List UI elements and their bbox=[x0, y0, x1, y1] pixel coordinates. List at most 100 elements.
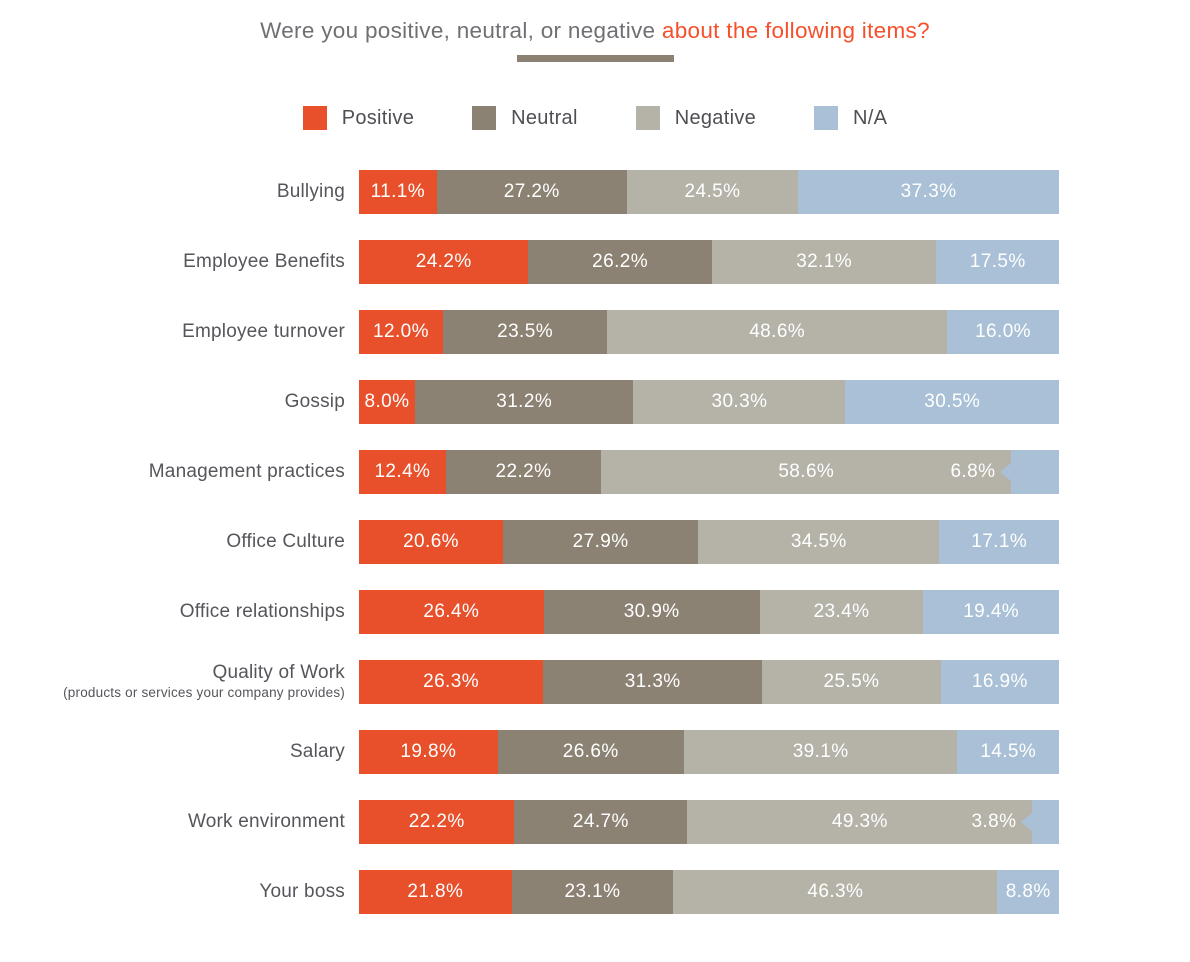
segment-neutral: 30.9% bbox=[543, 590, 760, 634]
chart-row: Employee turnover 12.0% 23.5% 48.6% 16.0% bbox=[0, 310, 1190, 354]
segment-value-neutral: 31.3% bbox=[624, 671, 681, 692]
segment-na: 17.1% bbox=[939, 520, 1059, 564]
category-label: Gossip bbox=[0, 391, 359, 413]
category-label-text: Your boss bbox=[259, 881, 345, 903]
chart-row: Salary 19.8% 26.6% 39.1% 14.5% bbox=[0, 730, 1190, 774]
segment-value-positive: 26.3% bbox=[423, 671, 479, 692]
segment-negative: 49.3% 3.8% bbox=[687, 800, 1033, 844]
segment-value-positive: 26.4% bbox=[423, 601, 480, 622]
legend-item-na: N/A bbox=[814, 106, 887, 130]
segment-value-na: 16.9% bbox=[971, 671, 1028, 692]
legend-swatch-positive bbox=[302, 106, 327, 130]
segment-value-positive: 24.2% bbox=[415, 251, 472, 272]
category-label-text: Gossip bbox=[284, 391, 345, 413]
category-label: Bullying bbox=[0, 181, 359, 203]
segment-value-na: 8.8% bbox=[1005, 881, 1051, 902]
legend-swatch-neutral bbox=[472, 106, 497, 130]
segment-value-neutral: 27.2% bbox=[503, 181, 560, 202]
segment-value-positive: 12.4% bbox=[374, 461, 431, 482]
chart-row: Quality of Work (products or services you… bbox=[0, 660, 1190, 704]
segment-positive: 11.1% bbox=[359, 170, 437, 214]
segment-na: 30.5% bbox=[845, 380, 1059, 424]
segment-na bbox=[1032, 800, 1059, 844]
segment-value-neutral: 24.7% bbox=[572, 811, 629, 832]
legend: Positive Neutral Negative N/A bbox=[0, 106, 1190, 130]
category-label: Management practices bbox=[0, 461, 359, 483]
category-label-text: Employee Benefits bbox=[183, 251, 345, 273]
segment-neutral: 22.2% bbox=[445, 450, 602, 494]
segment-negative: 34.5% bbox=[698, 520, 940, 564]
segment-neutral: 23.5% bbox=[442, 310, 608, 354]
title-underline bbox=[516, 55, 674, 62]
segment-neutral: 27.9% bbox=[503, 520, 699, 564]
segment-neutral: 31.3% bbox=[543, 660, 763, 704]
chart-title-accent: about the following items? bbox=[661, 18, 930, 43]
segment-value-na: 30.5% bbox=[924, 391, 981, 412]
segment-positive: 20.6% bbox=[359, 520, 504, 564]
segment-positive: 12.0% bbox=[359, 310, 443, 354]
segment-neutral: 23.1% bbox=[511, 870, 674, 914]
chart-row: Office Culture 20.6% 27.9% 34.5% 17.1% bbox=[0, 520, 1190, 564]
segment-neutral: 24.7% bbox=[514, 800, 688, 844]
segment-value-negative: 49.3% bbox=[831, 811, 888, 832]
segment-value-negative: 32.1% bbox=[796, 251, 853, 272]
segment-value-na: 17.5% bbox=[969, 251, 1026, 272]
segment-na: 16.9% bbox=[940, 660, 1059, 704]
segment-value-negative: 24.5% bbox=[684, 181, 741, 202]
segment-value-neutral: 23.5% bbox=[497, 321, 553, 342]
segment-positive: 19.8% bbox=[359, 730, 498, 774]
stacked-bar: 12.4% 22.2% 58.6% 6.8% bbox=[359, 450, 1059, 494]
legend-label-neutral: Neutral bbox=[511, 106, 578, 129]
category-sublabel-text: (products or services your company provi… bbox=[63, 685, 345, 701]
segment-positive: 21.8% bbox=[359, 870, 512, 914]
category-label: Salary bbox=[0, 741, 359, 763]
stacked-bar: 21.8% 23.1% 46.3% 8.8% bbox=[359, 870, 1059, 914]
stacked-bar: 20.6% 27.9% 34.5% 17.1% bbox=[359, 520, 1059, 564]
segment-na bbox=[1011, 450, 1059, 494]
stacked-bar: 26.4% 30.9% 23.4% 19.4% bbox=[359, 590, 1059, 634]
segment-negative: 24.5% bbox=[626, 170, 799, 214]
segment-na: 14.5% bbox=[957, 730, 1059, 774]
segment-negative: 48.6% bbox=[607, 310, 948, 354]
segment-negative: 32.1% bbox=[711, 240, 937, 284]
segment-value-negative: 48.6% bbox=[749, 321, 806, 342]
legend-label-negative: Negative bbox=[674, 106, 757, 129]
category-label: Employee Benefits bbox=[0, 251, 359, 273]
category-label: Office Culture bbox=[0, 531, 359, 553]
segment-neutral: 26.2% bbox=[528, 240, 712, 284]
chart-title-plain: Were you positive, neutral, or negative bbox=[260, 18, 656, 43]
category-label-text: Work environment bbox=[187, 811, 345, 833]
segment-negative: 30.3% bbox=[633, 380, 846, 424]
category-label-text: Office Culture bbox=[226, 531, 345, 553]
category-label-text: Office relationships bbox=[179, 601, 345, 623]
segment-value-neutral: 26.6% bbox=[562, 741, 619, 762]
segment-na: 19.4% bbox=[923, 590, 1059, 634]
segment-value-na: 17.1% bbox=[971, 531, 1028, 552]
legend-item-neutral: Neutral bbox=[472, 106, 578, 130]
chart-row: Office relationships 26.4% 30.9% 23.4% 19.4% bbox=[0, 590, 1190, 634]
segment-positive: 22.2% bbox=[359, 800, 515, 844]
segment-positive: 8.0% bbox=[359, 380, 415, 424]
segment-value-positive: 11.1% bbox=[370, 181, 426, 202]
legend-label-positive: Positive bbox=[341, 106, 415, 129]
segment-value-na: 37.3% bbox=[900, 181, 957, 202]
legend-swatch-negative bbox=[635, 106, 660, 130]
chart-row: Management practices 12.4% 22.2% 58.6% 6.8% bbox=[0, 450, 1190, 494]
category-label: Employee turnover bbox=[0, 321, 359, 343]
category-label: Your boss bbox=[0, 881, 359, 903]
category-label: Office relationships bbox=[0, 601, 359, 623]
segment-positive: 26.4% bbox=[359, 590, 544, 634]
legend-swatch-na bbox=[814, 106, 839, 130]
segment-negative: 39.1% bbox=[683, 730, 958, 774]
chart-row: Gossip 8.0% 31.2% 30.3% 30.5% bbox=[0, 380, 1190, 424]
segment-value-neutral: 22.2% bbox=[495, 461, 552, 482]
segment-negative: 46.3% bbox=[673, 870, 998, 914]
segment-neutral: 26.6% bbox=[497, 730, 684, 774]
stacked-bar: 22.2% 24.7% 49.3% 3.8% bbox=[359, 800, 1059, 844]
segment-value-negative: 30.3% bbox=[711, 391, 768, 412]
category-label: Quality of Work (products or services you… bbox=[0, 662, 359, 701]
stacked-bar: 26.3% 31.3% 25.5% 16.9% bbox=[359, 660, 1059, 704]
stacked-bar: 24.2% 26.2% 32.1% 17.5% bbox=[359, 240, 1059, 284]
chart-title: Were you positive, neutral, or negative … bbox=[0, 16, 1190, 46]
segment-value-na: 3.8% bbox=[971, 811, 1017, 832]
